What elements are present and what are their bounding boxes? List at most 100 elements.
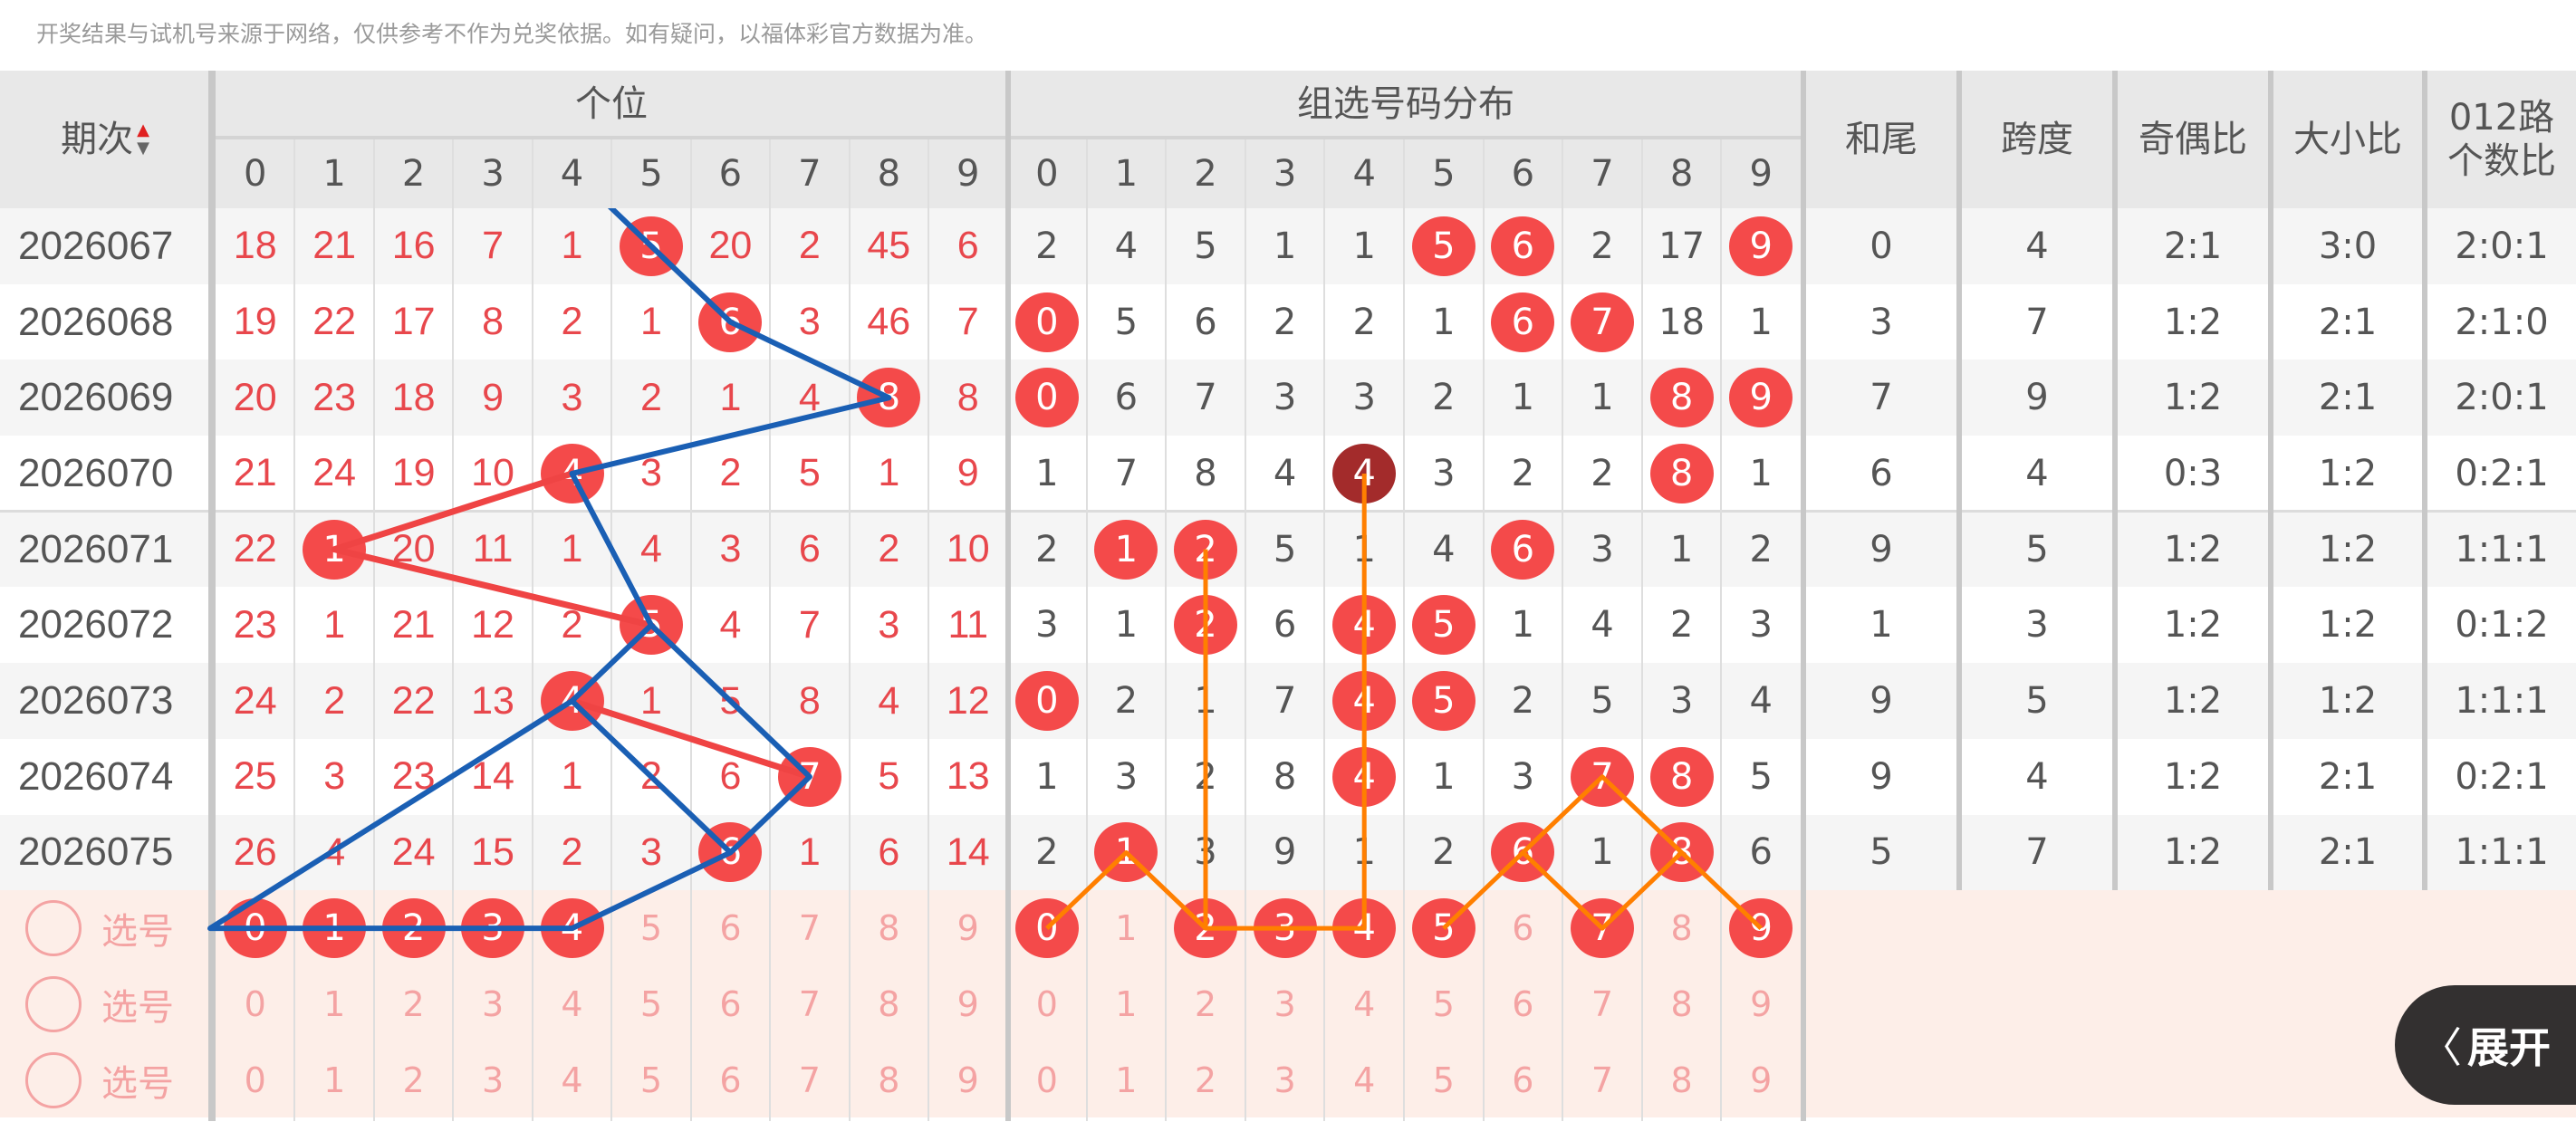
column-divider <box>1720 139 1723 1121</box>
jiou-cell: 0:3 <box>2163 452 2223 494</box>
gewei-pick-digit[interactable]: 7 <box>798 1060 821 1100</box>
zuxuan-cell: 3 <box>1749 604 1773 647</box>
zuxuan-cell: 1 <box>1432 755 1456 798</box>
pick-row-toggle[interactable]: 选号 <box>0 966 210 1042</box>
pick-row-toggle[interactable]: 选号 <box>0 890 210 966</box>
zuxuan-cell: 3 <box>1352 377 1376 419</box>
zuxuan-pick-digit[interactable]: 8 <box>1670 1060 1693 1100</box>
zuxuan-pick-digit[interactable]: 0 <box>1035 983 1058 1024</box>
zuxuan-pick-digit[interactable]: 3 <box>1274 1060 1296 1100</box>
gewei-cell: 4 <box>533 436 611 512</box>
zuxuan-pick-digit[interactable]: 9 <box>1750 983 1773 1024</box>
gewei-pick-digit[interactable]: 0 <box>244 983 266 1024</box>
gewei-pick-digit[interactable]: 1 <box>323 983 346 1024</box>
gewei-cell: 6 <box>956 224 979 268</box>
gewei-pick-digit[interactable]: 4 <box>561 983 583 1024</box>
trend-table: 期次 ▲ ▼ 个位 组选号码分布 和尾 跨度 奇偶比 大小比 012路 个数比 … <box>0 71 2576 1121</box>
gewei-pick-digit[interactable]: 0 <box>244 1060 266 1100</box>
kuadu-header: 跨度 <box>2001 119 2073 160</box>
zuxuan-pick-digit[interactable]: 5 <box>1404 890 1484 966</box>
radio-icon[interactable] <box>25 900 82 957</box>
gewei-pick-digit[interactable]: 4 <box>561 1060 583 1100</box>
zuxuan-pick-digit[interactable]: 3 <box>1245 890 1325 966</box>
zuxuan-cell: 8 <box>1642 436 1722 512</box>
gewei-pick-digit[interactable]: 1 <box>294 890 373 966</box>
gewei-pick-digit[interactable]: 9 <box>956 983 979 1024</box>
gewei-cell: 23 <box>391 754 436 799</box>
zuxuan-pick-digit[interactable]: 7 <box>1562 890 1642 966</box>
zuxuan-pick-digit[interactable]: 2 <box>1194 983 1217 1024</box>
gewei-pick-digit[interactable]: 2 <box>402 1060 425 1100</box>
zuxuan-pick-digit[interactable]: 4 <box>1353 983 1376 1024</box>
gewei-pick-digit[interactable]: 9 <box>956 1060 979 1100</box>
gewei-pick-digit[interactable]: 7 <box>798 983 821 1024</box>
zuxuan-pick-digit[interactable]: 6 <box>1512 908 1534 949</box>
gewei-pick-digit[interactable]: 0 <box>216 890 294 966</box>
gewei-pick-digit[interactable]: 6 <box>719 908 742 949</box>
gewei-selected-ball: 0 <box>223 898 287 959</box>
zuxuan-hit-ball: 8 <box>1649 822 1714 883</box>
zuxuan-cell: 5 <box>1404 588 1484 664</box>
zuxuan-pick-digit[interactable]: 4 <box>1353 1060 1376 1100</box>
zuxuan-pick-digit[interactable]: 0 <box>1035 1060 1058 1100</box>
zuxuan-pick-digit[interactable]: 1 <box>1115 1060 1138 1100</box>
zuxuan-pick-digit[interactable]: 8 <box>1670 983 1693 1024</box>
gewei-pick-digit[interactable]: 5 <box>639 908 663 949</box>
sort-icon[interactable]: ▲ ▼ <box>137 121 149 158</box>
gewei-selected-ball: 3 <box>461 898 525 959</box>
zuxuan-pick-digit[interactable]: 2 <box>1194 1060 1217 1100</box>
zuxuan-cell: 2 <box>1352 301 1376 343</box>
zuxuan-pick-digit[interactable]: 0 <box>1007 890 1087 966</box>
zuxuan-cell: 8 <box>1642 360 1722 436</box>
kuadu-cell: 9 <box>2025 377 2049 419</box>
zuxuan-pick-digit[interactable]: 5 <box>1432 1060 1455 1100</box>
gewei-pick-digit[interactable]: 5 <box>639 1060 663 1100</box>
zuxuan-digit-header: 6 <box>1511 153 1535 195</box>
gewei-pick-digit[interactable]: 3 <box>481 1060 505 1100</box>
zuxuan-pick-digit[interactable]: 7 <box>1591 983 1614 1024</box>
zuxuan-pick-digit[interactable]: 7 <box>1591 1060 1614 1100</box>
gewei-pick-digit[interactable]: 6 <box>719 983 742 1024</box>
radio-icon[interactable] <box>25 975 82 1032</box>
zuxuan-pick-digit[interactable]: 1 <box>1115 908 1138 949</box>
zuxuan-pick-digit[interactable]: 2 <box>1166 890 1245 966</box>
gewei-pick-digit[interactable]: 8 <box>878 983 900 1024</box>
gewei-pick-digit[interactable]: 3 <box>481 983 505 1024</box>
zuxuan-pick-digit[interactable]: 4 <box>1324 890 1404 966</box>
jiou-cell: 1:2 <box>2163 377 2223 419</box>
radio-icon[interactable] <box>25 1051 82 1108</box>
zuxuan-cell: 7 <box>1114 452 1139 494</box>
jiou-cell: 1:2 <box>2163 831 2223 874</box>
gewei-cell: 1 <box>640 300 662 344</box>
column-divider <box>1244 139 1246 1121</box>
gewei-pick-digit[interactable]: 4 <box>533 890 611 966</box>
zuxuan-pick-digit[interactable]: 5 <box>1432 983 1455 1024</box>
zuxuan-pick-digit[interactable]: 8 <box>1670 908 1693 949</box>
period-header[interactable]: 期次 ▲ ▼ <box>0 71 210 208</box>
gewei-cell: 14 <box>946 829 990 874</box>
gewei-pick-digit[interactable]: 9 <box>956 908 979 949</box>
gewei-pick-digit[interactable]: 6 <box>719 1060 742 1100</box>
zuxuan-pick-digit[interactable]: 6 <box>1512 1060 1534 1100</box>
gewei-pick-digit[interactable]: 7 <box>798 908 821 949</box>
zuxuan-cell: 1 <box>1669 528 1694 570</box>
expand-button[interactable]: 〈 展开 <box>2395 985 2576 1105</box>
zuxuan-hit-ball: 9 <box>1729 368 1793 428</box>
gewei-pick-digit[interactable]: 2 <box>374 890 453 966</box>
zuxuan-pick-digit[interactable]: 9 <box>1721 890 1801 966</box>
gewei-digit-header: 8 <box>877 153 901 195</box>
zuxuan-hit-ball: 0 <box>1014 671 1079 732</box>
pick-row-toggle[interactable]: 选号 <box>0 1042 210 1118</box>
gewei-pick-digit[interactable]: 2 <box>402 983 425 1024</box>
gewei-pick-digit[interactable]: 3 <box>453 890 532 966</box>
gewei-pick-digit[interactable]: 8 <box>878 908 900 949</box>
gewei-cell: 23 <box>233 602 277 647</box>
zuxuan-pick-digit[interactable]: 9 <box>1750 1060 1773 1100</box>
gewei-pick-digit[interactable]: 5 <box>639 983 663 1024</box>
gewei-pick-digit[interactable]: 1 <box>323 1060 346 1100</box>
gewei-pick-digit[interactable]: 8 <box>878 1060 900 1100</box>
zuxuan-pick-digit[interactable]: 1 <box>1115 983 1138 1024</box>
zuxuan-pick-digit[interactable]: 3 <box>1274 983 1296 1024</box>
zuxuan-pick-digit[interactable]: 6 <box>1512 983 1534 1024</box>
period-cell: 2026074 <box>18 753 174 799</box>
